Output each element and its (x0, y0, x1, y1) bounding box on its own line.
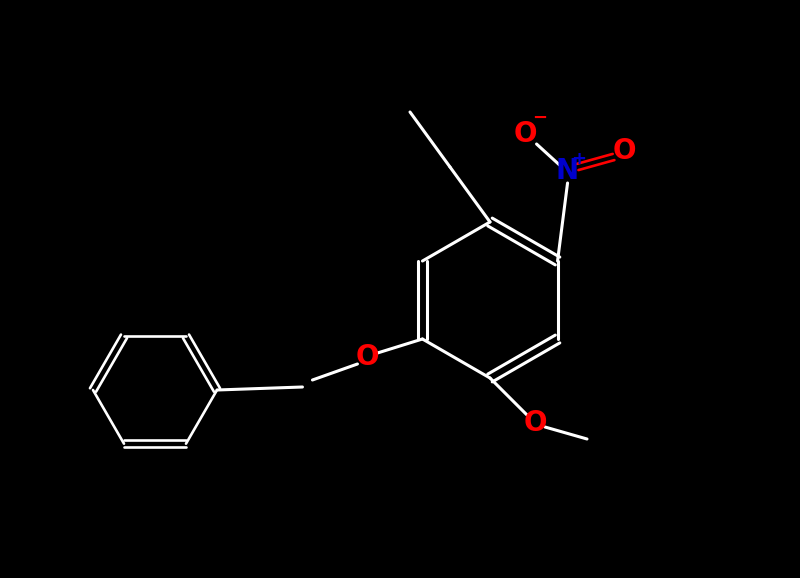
Text: O: O (613, 137, 636, 165)
Text: +: + (571, 150, 586, 168)
Text: O: O (523, 409, 546, 437)
Text: N: N (556, 157, 579, 185)
Text: O: O (514, 120, 538, 148)
Text: O: O (356, 343, 379, 371)
Text: −: − (532, 109, 547, 127)
